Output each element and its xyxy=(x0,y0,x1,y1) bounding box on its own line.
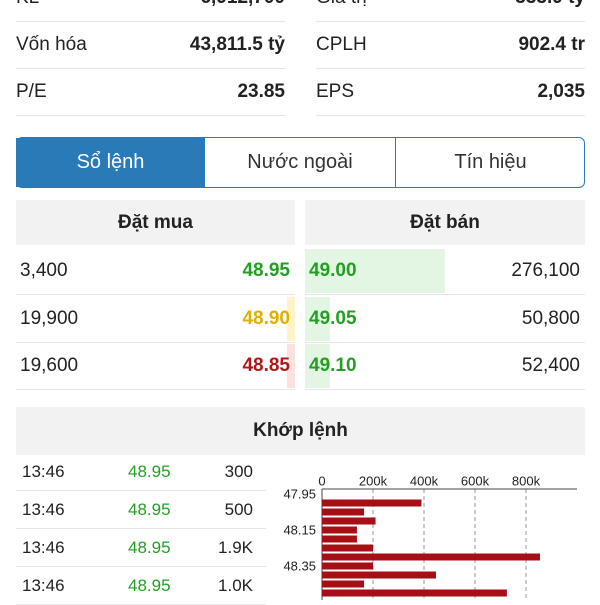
price: 48.95 xyxy=(128,576,171,595)
volume-bar xyxy=(305,344,330,388)
separator xyxy=(16,528,266,529)
buy-price: 48.90 xyxy=(242,308,290,329)
bar xyxy=(322,526,357,534)
header-bg xyxy=(305,200,585,245)
separator xyxy=(305,342,585,343)
y-tick-label: 48.15 xyxy=(283,522,316,537)
stat-value: 902.4 tr xyxy=(518,34,585,55)
separator xyxy=(16,21,285,22)
bar xyxy=(322,589,507,597)
sell-price: 49.05 xyxy=(309,308,357,329)
separator xyxy=(16,115,285,116)
bar xyxy=(322,571,436,579)
stat-value: 43,811.5 tỷ xyxy=(189,34,285,55)
x-tick-label: 800k xyxy=(512,473,541,488)
header-bg xyxy=(16,200,295,245)
separator xyxy=(16,566,266,567)
separator xyxy=(16,490,266,491)
stat-value: 2,035 xyxy=(537,81,585,102)
volume: 1.9K xyxy=(218,538,253,557)
stat-label: EPS xyxy=(316,81,355,102)
separator xyxy=(16,389,295,390)
time: 13:46 xyxy=(22,500,65,519)
x-tick-label: 200k xyxy=(359,473,388,488)
stat-value: 23.85 xyxy=(237,81,285,102)
volume-chart: 0 200k 400k 600k 800k 47.95 48.15 48.35 xyxy=(283,473,577,600)
volume-bar xyxy=(287,297,295,341)
volume: 500 xyxy=(224,500,253,519)
stat-label: KL xyxy=(16,0,39,9)
buy-header: Đặt mua xyxy=(118,212,193,233)
stat-label: P/E xyxy=(16,81,47,102)
volume-bar xyxy=(287,344,295,388)
stat-value: 333.9 tỷ xyxy=(316,0,585,9)
bar xyxy=(322,508,365,516)
section-header: Khớp lệnh xyxy=(16,407,585,455)
separator xyxy=(16,294,295,295)
buy-price: 48.95 xyxy=(242,260,290,281)
sell-price: 49.10 xyxy=(309,355,357,376)
buy-volume: 19,900 xyxy=(20,308,79,329)
x-tick-label: 0 xyxy=(318,473,325,488)
stat-label: Giá trị xyxy=(316,0,367,9)
volume-bar xyxy=(305,297,330,341)
volume: 300 xyxy=(224,462,253,481)
x-tick-label: 400k xyxy=(410,473,439,488)
time: 13:46 xyxy=(22,576,65,595)
time: 13:46 xyxy=(22,538,65,557)
bar xyxy=(322,499,422,507)
tab[interactable]: Sổ lệnh xyxy=(16,138,205,187)
buy-volume: 3,400 xyxy=(20,260,68,281)
tab[interactable]: Tín hiệu xyxy=(395,138,585,187)
sell-price: 49.00 xyxy=(309,260,357,281)
separator xyxy=(316,68,585,69)
separator xyxy=(305,389,585,390)
price: 48.95 xyxy=(128,538,171,557)
x-tick-label: 600k xyxy=(461,473,490,488)
y-tick-label: 47.95 xyxy=(283,486,316,501)
price: 48.95 xyxy=(128,500,171,519)
separator xyxy=(16,68,285,69)
sell-volume: 50,800 xyxy=(521,308,580,329)
bar xyxy=(322,544,373,552)
bar xyxy=(322,535,357,543)
separator xyxy=(305,294,585,295)
y-tick-label: 48.35 xyxy=(283,558,316,573)
stat-value: 6,912,700 xyxy=(16,0,285,9)
separator xyxy=(316,21,585,22)
bar xyxy=(322,517,376,525)
stat-label: Vốn hóa xyxy=(16,34,87,55)
time: 13:46 xyxy=(22,462,65,481)
bar xyxy=(322,553,541,561)
buy-volume: 19,600 xyxy=(20,355,79,376)
stat-label: CPLH xyxy=(316,34,367,55)
tab[interactable]: Nước ngoài xyxy=(247,151,353,173)
volume-bar xyxy=(305,249,445,293)
separator xyxy=(16,342,295,343)
volume: 1.0K xyxy=(218,576,253,595)
sell-header: Đặt bán xyxy=(410,212,480,233)
bar xyxy=(322,562,373,570)
sell-volume: 276,100 xyxy=(511,260,580,281)
buy-price: 48.85 xyxy=(242,355,290,376)
bar xyxy=(322,580,365,588)
price: 48.95 xyxy=(128,462,171,481)
separator xyxy=(316,115,585,116)
sell-volume: 52,400 xyxy=(521,355,580,376)
